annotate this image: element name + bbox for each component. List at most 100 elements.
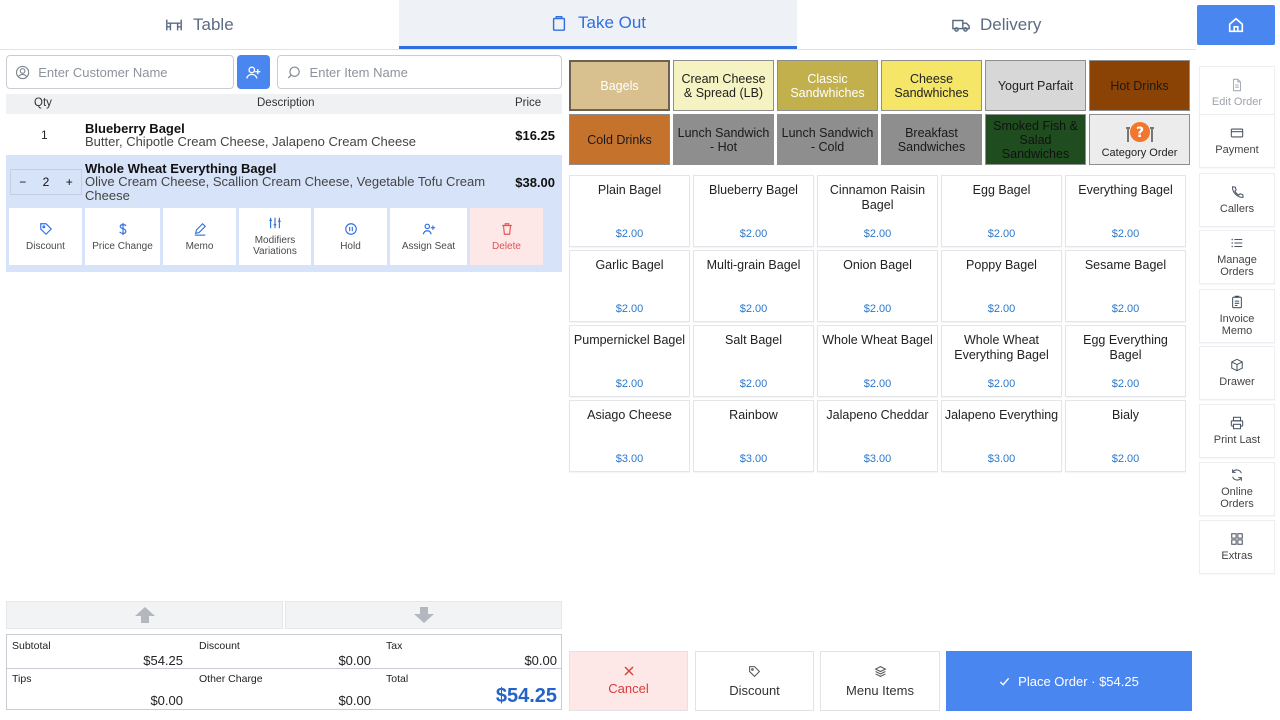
drawer-button[interactable]: Drawer xyxy=(1199,346,1275,400)
online-orders-button[interactable]: Online Orders xyxy=(1199,462,1275,516)
menu-item[interactable]: Jalapeno Cheddar $3.00 xyxy=(817,400,938,472)
menu-item-name: Sesame Bagel xyxy=(1084,258,1167,272)
scroll-up-button[interactable] xyxy=(6,601,283,629)
arrow-up-icon xyxy=(134,607,155,623)
total-value: $54.25 xyxy=(495,685,557,707)
add-customer-button[interactable] xyxy=(237,55,270,89)
menu-item-name: Plain Bagel xyxy=(597,183,662,197)
menu-item[interactable]: Egg Bagel $2.00 xyxy=(941,175,1062,247)
menu-item[interactable]: Salt Bagel $2.00 xyxy=(693,325,814,397)
menu-item[interactable]: Garlic Bagel $2.00 xyxy=(569,250,690,322)
qty-header: Qty xyxy=(34,97,52,109)
category-bagels[interactable]: Bagels xyxy=(569,60,670,111)
tips-value: $0.00 xyxy=(150,693,183,708)
extras-button[interactable]: Extras xyxy=(1199,520,1275,574)
menu-item[interactable]: Poppy Bagel $2.00 xyxy=(941,250,1062,322)
tab-delivery[interactable]: Delivery xyxy=(797,0,1196,49)
order-discount-button[interactable]: Discount xyxy=(695,651,814,711)
increment-button[interactable]: + xyxy=(65,175,73,189)
menu-item[interactable]: Plain Bagel $2.00 xyxy=(569,175,690,247)
category-label: Hot Drinks xyxy=(1110,78,1169,93)
modifiers-button[interactable]: Modifiers Variations xyxy=(239,208,311,265)
menu-item[interactable]: Cinnamon Raisin Bagel $2.00 xyxy=(817,175,938,247)
menu-item[interactable]: Asiago Cheese $3.00 xyxy=(569,400,690,472)
category-smoked-fish-salad-sandwiches[interactable]: Smoked Fish & Salad Sandwiches xyxy=(985,114,1086,165)
menu-item-price: $2.00 xyxy=(739,378,768,390)
menu-item-price: $2.00 xyxy=(1111,303,1140,315)
svg-text:?: ? xyxy=(1135,125,1143,141)
assign-seat-button[interactable]: Assign Seat xyxy=(390,208,467,265)
menu-item-name: Poppy Bagel xyxy=(966,258,1037,272)
menu-item-price: $2.00 xyxy=(615,303,644,315)
callers-button[interactable]: Callers xyxy=(1199,173,1275,227)
home-button[interactable] xyxy=(1197,5,1275,45)
memo-button[interactable]: Memo xyxy=(163,208,236,265)
add-user-icon xyxy=(246,66,261,79)
item-search-input[interactable] xyxy=(309,64,561,80)
decrement-button[interactable]: − xyxy=(19,175,27,189)
menu-item-name: Blueberry Bagel xyxy=(709,183,798,197)
sidebar-label: Print Last xyxy=(1213,434,1261,446)
customer-name-input[interactable] xyxy=(38,64,233,80)
item-action-bar: Discount Price Change Memo Modifiers Var… xyxy=(9,208,543,265)
action-label: Hold xyxy=(340,240,361,252)
menu-item[interactable]: Everything Bagel $2.00 xyxy=(1065,175,1186,247)
scroll-down-button[interactable] xyxy=(285,601,562,629)
order-row-selected[interactable]: − 2 + Whole Wheat Everything Bagel Olive… xyxy=(6,155,562,272)
price-change-button[interactable]: Price Change xyxy=(85,208,160,265)
order-item-name: Blueberry Bagel xyxy=(85,121,185,136)
place-order-button[interactable]: Place Order · $54.25 xyxy=(946,651,1192,711)
menu-item[interactable]: Multi-grain Bagel $2.00 xyxy=(693,250,814,322)
order-item-price: $38.00 xyxy=(515,175,555,190)
refresh-icon xyxy=(1232,469,1242,481)
discount-value: $0.00 xyxy=(338,653,371,668)
category-lunch-sandwich-cold[interactable]: Lunch Sandwich - Cold xyxy=(777,114,878,165)
category-label: Breakfast Sandwiches xyxy=(897,125,966,154)
payment-button[interactable]: Payment xyxy=(1199,114,1275,168)
category-breakfast-sandwiches[interactable]: Breakfast Sandwiches xyxy=(881,114,982,165)
customer-field xyxy=(6,55,234,89)
category-cheese-sandwhiches[interactable]: Cheese Sandwhiches xyxy=(881,60,982,111)
item-search-field xyxy=(277,55,562,89)
menu-item[interactable]: Jalapeno Everything $3.00 xyxy=(941,400,1062,472)
category-label: Category Order xyxy=(1101,147,1178,159)
edit-order-button[interactable]: Edit Order xyxy=(1199,66,1275,120)
invoice-memo-button[interactable]: Invoice Memo xyxy=(1199,289,1275,343)
category-label: Bagels xyxy=(600,78,639,93)
category-yogurt-parfait[interactable]: Yogurt Parfait xyxy=(985,60,1086,111)
manage-orders-button[interactable]: Manage Orders xyxy=(1199,230,1275,284)
action-label: Assign Seat xyxy=(401,240,456,252)
item-discount-button[interactable]: Discount xyxy=(9,208,82,265)
discount-label: Discount xyxy=(729,682,780,698)
discount-label: Discount xyxy=(199,640,240,652)
menu-item[interactable]: Egg Everything Bagel $2.00 xyxy=(1065,325,1186,397)
cancel-button[interactable]: Cancel xyxy=(569,651,688,711)
menu-item[interactable]: Whole Wheat Bagel $2.00 xyxy=(817,325,938,397)
menu-item[interactable]: Pumpernickel Bagel $2.00 xyxy=(569,325,690,397)
quantity-stepper: − 2 + xyxy=(10,169,82,195)
user-circle-icon xyxy=(15,65,30,79)
category-label: Yogurt Parfait xyxy=(997,78,1074,93)
menu-item[interactable]: Rainbow $3.00 xyxy=(693,400,814,472)
category-cream-cheese-spread-lb[interactable]: Cream Cheese & Spread (LB) xyxy=(673,60,774,111)
menu-items-button[interactable]: Menu Items xyxy=(820,651,940,711)
delete-button[interactable]: Delete xyxy=(470,208,543,265)
menu-item-price: $2.00 xyxy=(615,228,644,240)
sidebar-label: Edit Order xyxy=(1211,96,1263,108)
tab-take-out[interactable]: Take Out xyxy=(398,0,798,49)
menu-item[interactable]: Blueberry Bagel $2.00 xyxy=(693,175,814,247)
category-hot-drinks[interactable]: Hot Drinks xyxy=(1089,60,1190,111)
category-lunch-sandwich-hot[interactable]: Lunch Sandwich - Hot xyxy=(673,114,774,165)
category-classic-sandwhiches[interactable]: Classic Sandwhiches xyxy=(777,60,878,111)
menu-item[interactable]: Whole Wheat Everything Bagel $2.00 xyxy=(941,325,1062,397)
print-last-button[interactable]: Print Last xyxy=(1199,404,1275,458)
menu-item[interactable]: Bialy $2.00 xyxy=(1065,400,1186,472)
hold-button[interactable]: Hold xyxy=(314,208,387,265)
category-category-order[interactable]: ? Category Order xyxy=(1089,114,1190,165)
menu-item[interactable]: Onion Bagel $2.00 xyxy=(817,250,938,322)
order-row[interactable]: 1 Blueberry Bagel Butter, Chipotle Cream… xyxy=(6,116,562,154)
category-cold-drinks[interactable]: Cold Drinks xyxy=(569,114,670,165)
menu-item[interactable]: Sesame Bagel $2.00 xyxy=(1065,250,1186,322)
grid-icon xyxy=(1231,533,1243,545)
tab-table[interactable]: Table xyxy=(0,0,399,49)
